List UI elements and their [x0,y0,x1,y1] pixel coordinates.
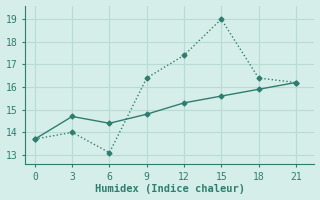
X-axis label: Humidex (Indice chaleur): Humidex (Indice chaleur) [95,184,245,194]
